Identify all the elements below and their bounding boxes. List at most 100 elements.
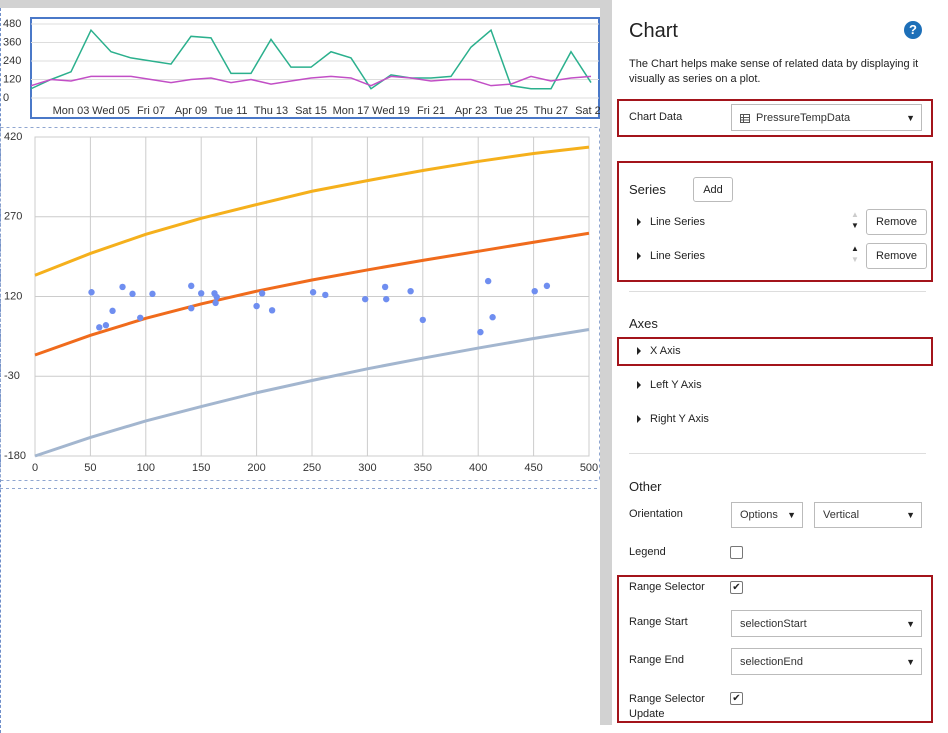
range-end-select[interactable]: selectionEnd ▼	[731, 648, 922, 675]
point	[109, 307, 116, 315]
y-tick-label: 120	[3, 73, 21, 85]
main-chart-frame	[0, 127, 600, 481]
point	[268, 307, 276, 314]
legend-checkbox[interactable]	[730, 546, 743, 559]
point	[531, 287, 538, 295]
x-tick-label: Apr 09	[175, 105, 207, 117]
background	[0, 0, 600, 8]
x-tick-label: Wed 19	[372, 105, 410, 117]
range-start-label: Range Start	[629, 616, 688, 628]
select-value: Vertical	[823, 509, 860, 521]
point	[258, 290, 266, 297]
point	[149, 290, 156, 298]
point	[381, 283, 389, 291]
orientation-select[interactable]: Vertical ▼	[814, 502, 922, 528]
chart-data-select[interactable]: PressureTempData ▼	[731, 104, 922, 131]
axis-item[interactable]: Left Y Axis	[650, 379, 702, 391]
range-start-select[interactable]: selectionStart ▼	[731, 610, 922, 637]
x-tick-label: 300	[358, 462, 376, 474]
expander[interactable]	[637, 347, 641, 355]
series-item[interactable]: Line Series	[650, 216, 706, 228]
x-tick-label: Sat 15	[295, 105, 327, 117]
point	[477, 328, 484, 336]
curve	[34, 231, 590, 357]
table-icon	[740, 114, 750, 123]
select-value: selectionEnd	[740, 655, 803, 668]
dropdown-arrow: ▼	[906, 510, 915, 520]
y-tick-label: -30	[4, 370, 20, 382]
range-update-checkbox[interactable]: ✔	[730, 692, 743, 705]
help-icon[interactable]: ?	[904, 21, 922, 39]
point	[212, 299, 219, 307]
select-value: selectionStart	[740, 617, 807, 630]
x-tick-label: Mon 17	[333, 105, 370, 117]
select-value: Options	[740, 509, 778, 521]
series-line	[30, 75, 592, 87]
range-selector-checkbox[interactable]: ✔	[730, 581, 743, 594]
axis-item[interactable]: X Axis	[650, 345, 681, 357]
curve	[34, 327, 590, 458]
range-selector-label: Range Selector	[629, 581, 705, 593]
point	[119, 283, 126, 291]
point	[198, 290, 205, 297]
highlight	[617, 337, 933, 366]
axes-heading: Axes	[629, 316, 658, 331]
point	[419, 316, 426, 324]
options-select[interactable]: Options ▼	[731, 502, 803, 528]
y-tick-label: 420	[4, 131, 22, 143]
x-tick-label: 150	[192, 462, 210, 474]
point	[188, 304, 195, 312]
x-tick-label: Fri 07	[137, 105, 165, 117]
y-tick-label: 0	[3, 92, 9, 104]
x-tick-label: Apr 23	[455, 105, 487, 117]
remove-button[interactable]: Remove	[866, 209, 927, 235]
dropdown-arrow: ▼	[906, 618, 915, 629]
point	[489, 314, 496, 321]
x-tick-label: 350	[414, 462, 432, 474]
series-item[interactable]: Line Series	[650, 250, 706, 262]
expander[interactable]	[637, 415, 641, 423]
point	[88, 289, 95, 296]
x-tick-label: Thu 13	[254, 105, 288, 117]
x-tick-label: Mon 03	[53, 105, 90, 117]
x-tick-label: Tue 11	[214, 105, 247, 117]
series-line	[30, 28, 592, 90]
x-tick-label: 500	[580, 462, 598, 474]
point	[361, 295, 369, 303]
range-update-label: Range Selector Update	[629, 693, 705, 720]
separator	[629, 453, 926, 454]
highlight	[617, 99, 933, 137]
select-value: PressureTempData	[756, 111, 851, 124]
dropdown-arrow: ▼	[787, 510, 796, 520]
x-tick-label: Wed 05	[92, 105, 130, 117]
x-tick-label: 50	[84, 462, 96, 474]
chart-data-label: Chart Data	[629, 111, 683, 123]
charts: 0 120 240 360 480 Mon 03 Wed 05 Fri 07 Apr 09 Tue…	[0, 17, 600, 489]
separator	[629, 291, 926, 292]
axis-item[interactable]: Right Y Axis	[650, 413, 709, 425]
point	[188, 282, 195, 290]
point	[383, 295, 390, 303]
reorder-arrows[interactable]: ▲ ▼	[851, 210, 859, 230]
x-tick-label: 250	[303, 462, 321, 474]
y-tick-label: 480	[3, 18, 21, 30]
y-tick-label: 120	[4, 290, 22, 302]
expander[interactable]	[637, 218, 641, 226]
point	[322, 291, 329, 299]
expander[interactable]	[637, 381, 641, 389]
expander[interactable]	[637, 252, 641, 260]
dropdown-arrow: ▼	[906, 112, 915, 123]
other-heading: Other	[629, 479, 662, 494]
add-button[interactable]: Add	[693, 177, 733, 202]
point	[253, 302, 260, 310]
legend-label: Legend	[629, 546, 666, 558]
remove-button[interactable]: Remove	[866, 243, 927, 269]
x-tick-label: 200	[247, 462, 265, 474]
x-tick-label: 0	[32, 462, 38, 474]
x-tick-label: Sat 29	[575, 105, 600, 117]
reorder-arrows[interactable]: ▲ ▼	[851, 244, 859, 264]
curve	[34, 145, 590, 277]
y-tick-label: 240	[3, 55, 21, 67]
point	[137, 314, 144, 321]
